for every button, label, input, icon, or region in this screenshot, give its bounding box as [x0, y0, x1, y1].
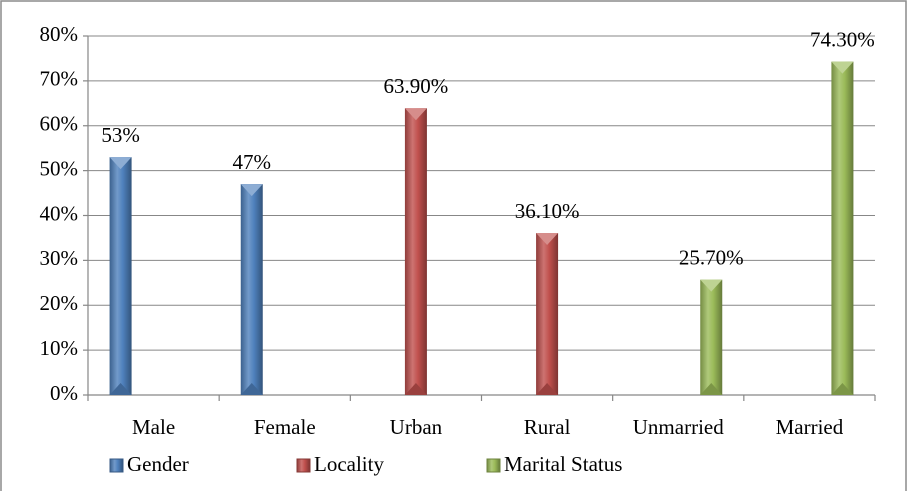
- y-tick-label: 20%: [40, 291, 79, 315]
- bar: [536, 233, 559, 395]
- bar-base: [404, 383, 427, 395]
- x-tick-label: Female: [254, 415, 316, 439]
- data-label: 63.90%: [384, 74, 449, 98]
- x-tick-label: Urban: [390, 415, 443, 439]
- bar: [700, 279, 723, 395]
- bar: [109, 157, 132, 395]
- bar-cap: [404, 108, 427, 121]
- x-tick-label: Rural: [524, 415, 571, 439]
- y-tick-label: 70%: [40, 67, 79, 91]
- legend-swatch: [296, 458, 311, 473]
- bar-base: [536, 383, 559, 395]
- legend-label: Gender: [127, 452, 189, 476]
- legend-label: Locality: [314, 452, 384, 476]
- bar-cap: [700, 279, 723, 292]
- bar-base: [831, 383, 854, 395]
- y-tick-label: 80%: [40, 22, 79, 46]
- data-label: 74.30%: [810, 27, 875, 51]
- bar-cap: [240, 184, 263, 197]
- x-tick-label: Married: [776, 415, 844, 439]
- legend-label: Marital Status: [504, 452, 622, 476]
- bar-base: [700, 383, 723, 395]
- y-tick-label: 60%: [40, 112, 79, 136]
- bar-cap: [831, 61, 854, 74]
- bar-cap: [109, 157, 132, 170]
- y-tick-label: 40%: [40, 201, 79, 225]
- y-tick-label: 30%: [40, 246, 79, 270]
- data-label: 47%: [233, 150, 272, 174]
- bar: [831, 61, 854, 396]
- legend-swatch: [109, 458, 124, 473]
- x-tick-label: Unmarried: [633, 415, 724, 439]
- data-label: 25.70%: [679, 245, 744, 269]
- bar-base: [109, 383, 132, 395]
- x-tick-label: Male: [132, 415, 175, 439]
- y-tick-label: 0%: [50, 381, 78, 405]
- bar-base: [240, 383, 263, 395]
- data-label: 36.10%: [515, 199, 580, 223]
- y-tick-label: 10%: [40, 336, 79, 360]
- bar: [404, 108, 427, 395]
- data-label: 53%: [101, 123, 140, 147]
- bar: [240, 184, 263, 395]
- y-tick-label: 50%: [40, 156, 79, 180]
- legend-swatch: [486, 458, 501, 473]
- bar-cap: [536, 233, 559, 246]
